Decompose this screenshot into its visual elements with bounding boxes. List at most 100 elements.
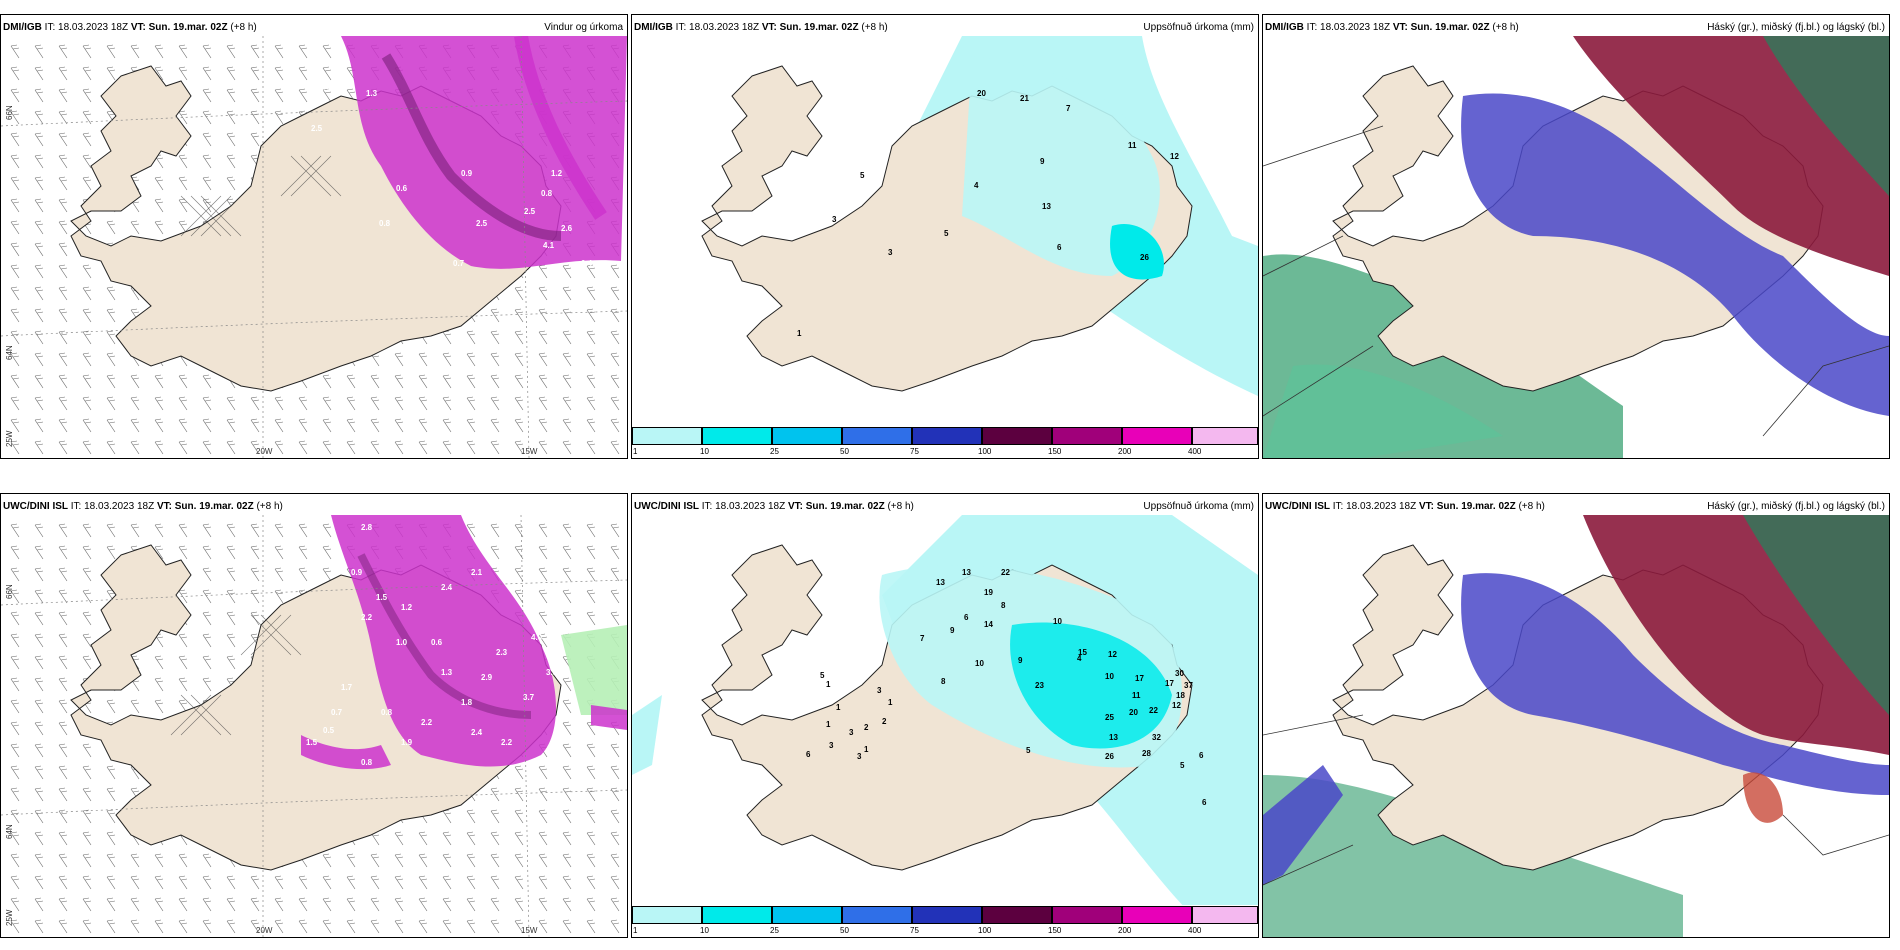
panel-title: Háský (gr.), miðský (fj.bl.) og lágský (…	[1707, 501, 1885, 512]
wind-barb	[274, 919, 284, 934]
wind-barb	[538, 633, 548, 648]
wind-barb	[82, 765, 92, 780]
wind-barb	[226, 418, 236, 433]
value-label: 0.8	[381, 708, 393, 717]
wind-barb	[490, 809, 500, 824]
wind-barb	[154, 374, 164, 389]
wind-barb	[58, 699, 68, 714]
vt-label: VT:	[1418, 501, 1434, 512]
precip-band	[514, 36, 607, 220]
value-label: 0.9	[461, 169, 473, 178]
wind-barb	[274, 523, 284, 538]
wind-barb	[106, 875, 116, 890]
wind-barb	[250, 132, 260, 147]
wind-barb	[586, 523, 596, 538]
wind-barb	[466, 809, 476, 824]
wind-barb	[130, 440, 140, 455]
wind-barb	[490, 919, 500, 934]
value-label: 2.2	[421, 718, 433, 727]
wind-barb	[154, 853, 164, 868]
colorbar-bin	[702, 427, 772, 445]
wind-barb	[202, 176, 212, 191]
wind-barb	[82, 330, 92, 345]
lead-time: (+8 h)	[230, 22, 257, 33]
wind-barb	[82, 831, 92, 846]
wind-barb	[10, 286, 20, 301]
wind-barb	[58, 831, 68, 846]
wind-barb	[130, 699, 140, 714]
wind-barb	[154, 418, 164, 433]
value-label: 3	[888, 248, 893, 257]
value-label: 0.6	[396, 184, 408, 193]
wind-barb	[250, 88, 260, 103]
wind-barb	[202, 633, 212, 648]
colorbar-tick: 150	[1048, 447, 1062, 456]
value-label: 0.8	[379, 219, 391, 228]
wind-barb	[586, 611, 596, 626]
wind-barb	[442, 374, 452, 389]
wind-barb	[562, 897, 572, 912]
value-label: 22	[1001, 568, 1010, 577]
value-label: 2.1	[471, 568, 483, 577]
wind-barb	[202, 897, 212, 912]
wind-barb	[82, 743, 92, 758]
it-label: IT:	[1332, 501, 1344, 512]
colorbar-bin	[1192, 427, 1258, 445]
wind-barb	[130, 44, 140, 59]
precip-area	[331, 515, 556, 767]
wind-barb	[514, 330, 524, 345]
wind-barb	[178, 418, 188, 433]
wind-barb	[202, 418, 212, 433]
value-label: 1.5	[306, 738, 318, 747]
wind-barb	[226, 875, 236, 890]
wind-barb	[10, 352, 20, 367]
wind-barb	[514, 396, 524, 411]
value-label: 6	[1057, 243, 1062, 252]
wind-barb	[10, 633, 20, 648]
wind-barb	[58, 677, 68, 692]
wind-barb	[130, 396, 140, 411]
panel-header: UWC/DINI ISL IT: 18.03.2023 18Z VT: Sun.…	[634, 501, 914, 512]
wind-barb	[610, 352, 620, 367]
wind-barb	[106, 220, 116, 235]
wind-barb	[514, 875, 524, 890]
colorbar-bin	[982, 906, 1052, 924]
wind-barb	[418, 418, 428, 433]
wind-barb	[394, 875, 404, 890]
wind-barb	[490, 418, 500, 433]
wind-barb	[178, 919, 188, 934]
wind-barb	[250, 919, 260, 934]
colorbar-bin	[912, 427, 982, 445]
value-label: 4.1	[543, 241, 555, 250]
wind-barb	[562, 699, 572, 714]
wind-barb	[586, 396, 596, 411]
wind-barb	[562, 264, 572, 279]
colorbar-bin	[632, 427, 702, 445]
wind-barb	[34, 655, 44, 670]
value-label: 17	[1135, 674, 1144, 683]
valid-time: Sun. 19.mar. 02Z	[148, 22, 228, 33]
wind-barb	[538, 765, 548, 780]
wind-barb	[10, 655, 20, 670]
value-label: 0.4	[581, 259, 593, 268]
wind-barb	[154, 919, 164, 934]
wind-barb	[514, 919, 524, 934]
value-label: 3	[877, 686, 882, 695]
value-label: 2.6	[561, 224, 573, 233]
wind-barb	[322, 374, 332, 389]
colorbar: 1 10 25 50 75 100 150 200 400	[632, 905, 1258, 937]
wind-barb	[34, 919, 44, 934]
precip-area-10mm	[1010, 622, 1172, 749]
wind-barb	[82, 567, 92, 582]
wind-barb	[466, 875, 476, 890]
wind-barb	[58, 787, 68, 802]
wind-barb	[538, 286, 548, 301]
wind-barb	[202, 875, 212, 890]
wind-barb	[610, 919, 620, 934]
wind-barb	[178, 110, 188, 125]
wind-barb	[82, 545, 92, 560]
wind-barb	[610, 897, 620, 912]
wind-barb	[418, 396, 428, 411]
wind-barb	[562, 589, 572, 604]
value-label: 9	[1040, 157, 1045, 166]
